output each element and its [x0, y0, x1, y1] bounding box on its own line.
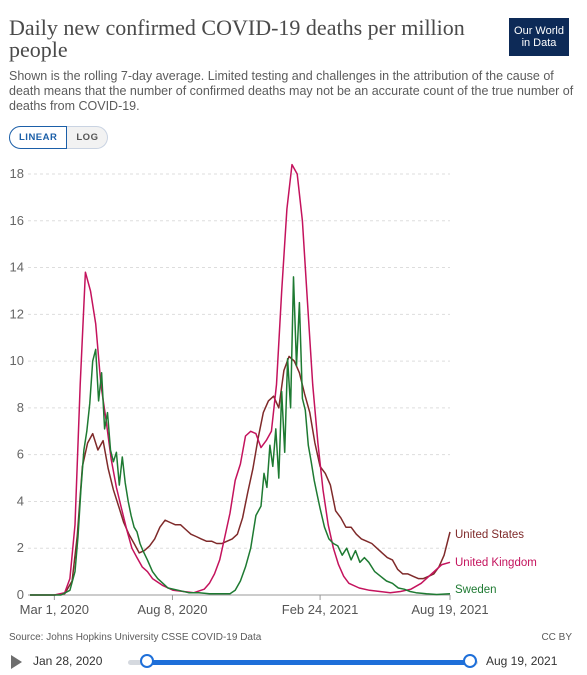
y-tick-label: 12 [10, 306, 24, 321]
logo-line-1: Our World [514, 25, 564, 37]
y-tick-label: 0 [17, 587, 24, 602]
y-tick-label: 18 [10, 166, 24, 181]
linear-toggle-button[interactable]: LINEAR [9, 126, 68, 149]
owid-logo[interactable]: Our World in Data [509, 18, 569, 56]
timeline-selected-range[interactable] [147, 660, 470, 665]
timeline-end-handle[interactable] [463, 654, 477, 668]
log-toggle-button[interactable]: LOG [67, 126, 109, 149]
timeline-start-handle[interactable] [140, 654, 154, 668]
chart-subtitle: Shown is the rolling 7-day average. Limi… [9, 69, 574, 113]
source-note[interactable]: Source: Johns Hopkins University CSSE CO… [9, 632, 262, 643]
x-tick-label: Mar 1, 2020 [20, 602, 89, 617]
legend-label-united-states[interactable]: United States [455, 529, 524, 541]
y-tick-label: 8 [17, 400, 24, 415]
timeline-control: Jan 28, 2020 Aug 19, 2021 [0, 650, 587, 672]
x-tick-label: Aug 19, 2021 [411, 602, 488, 617]
legend-label-sweden[interactable]: Sweden [455, 584, 497, 596]
y-tick-label: 10 [10, 353, 24, 368]
x-tick-label: Aug 8, 2020 [137, 602, 207, 617]
series-line-united-kingdom[interactable] [30, 163, 451, 596]
y-tick-label: 2 [17, 540, 24, 555]
timeline-end-label: Aug 19, 2021 [486, 654, 558, 668]
line-chart: 0 2 4 6 8 10 12 14 16 18 Mar 1, 2020 Aug 8, 2020 Feb… [10, 163, 537, 617]
y-tick-label: 16 [10, 213, 24, 228]
series-line-sweden[interactable] [30, 276, 451, 596]
license-label[interactable]: CC BY [541, 632, 572, 643]
chart-title: Daily new confirmed COVID-19 deaths per … [9, 15, 465, 62]
x-tick-label: Feb 24, 2021 [282, 602, 359, 617]
logo-line-2: in Data [521, 37, 557, 49]
y-tick-label: 14 [10, 260, 24, 275]
play-icon[interactable] [11, 655, 22, 669]
timeline-start-label: Jan 28, 2020 [33, 654, 103, 668]
series-line-united-states[interactable] [30, 355, 451, 596]
y-tick-label: 4 [17, 493, 24, 508]
scale-toggle: LINEAR LOG [9, 126, 109, 149]
y-tick-label: 6 [17, 447, 24, 462]
legend-label-united-kingdom[interactable]: United Kingdom [455, 557, 537, 569]
